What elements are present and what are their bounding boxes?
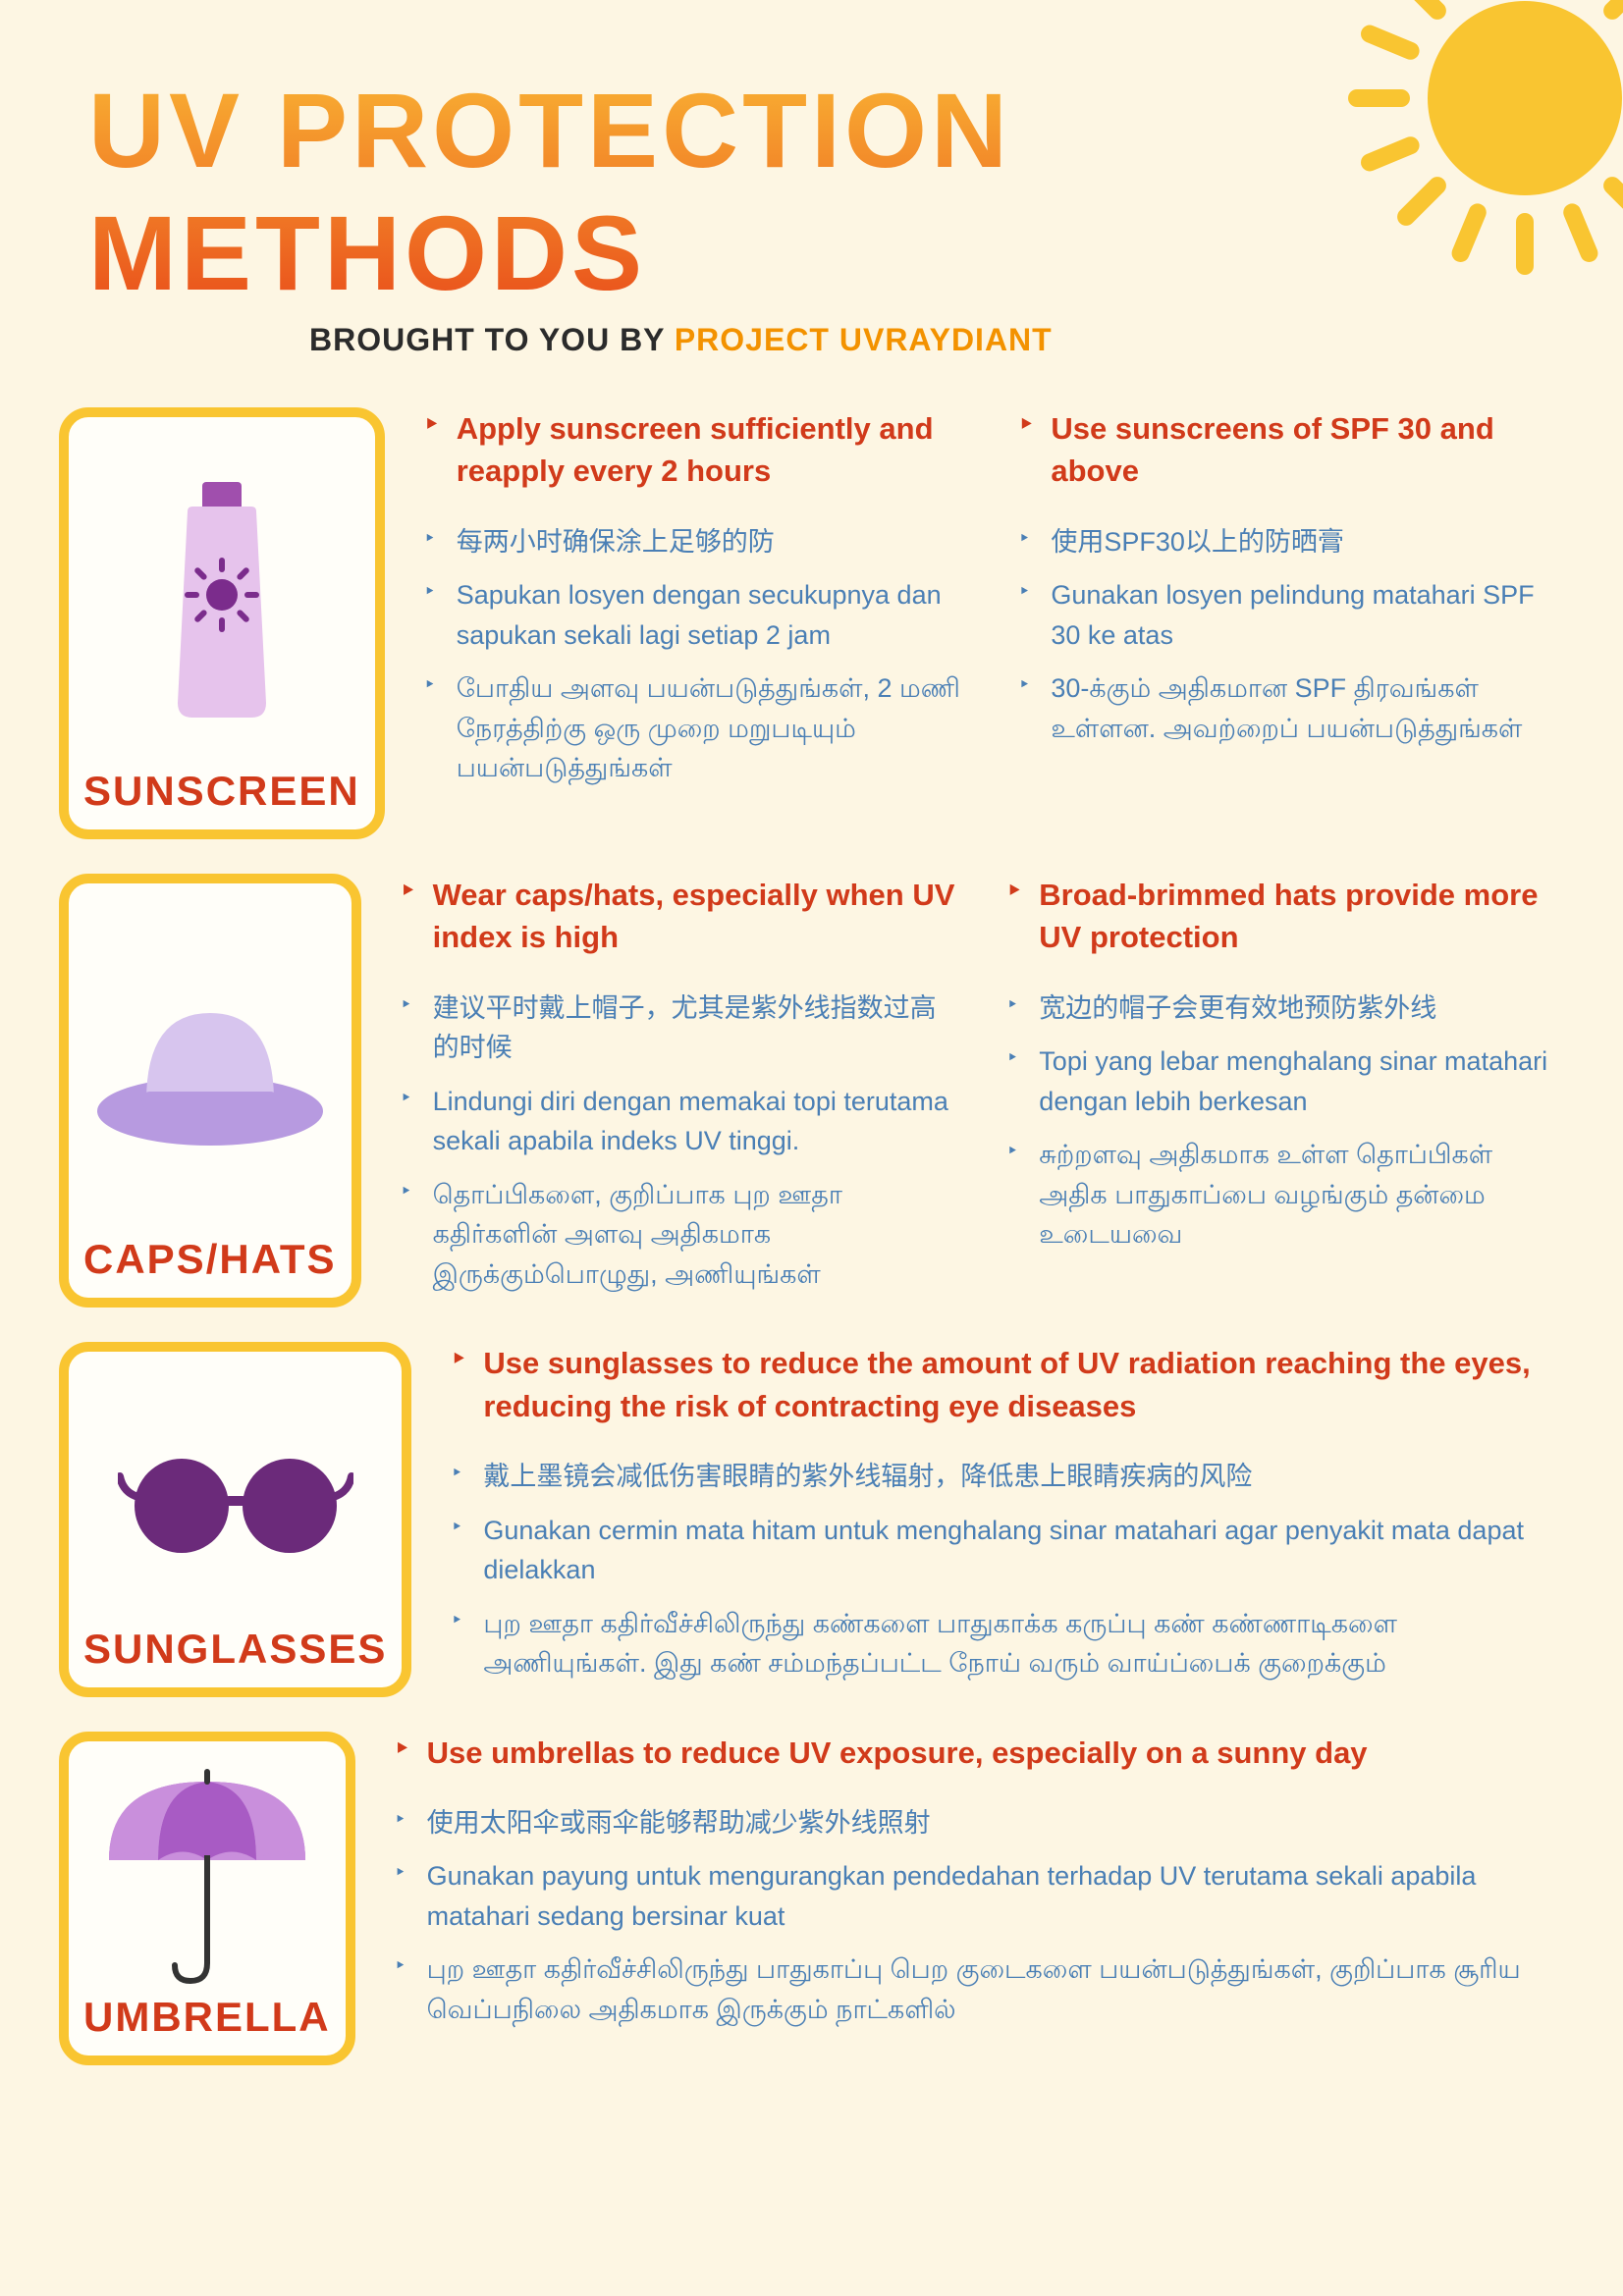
col-right: ‣Use sunscreens of SPF 30 and above ‣使用S… [1018,407,1564,802]
content-umbrella: ‣Use umbrellas to reduce UV exposure, es… [395,1732,1564,2065]
sub-point: ‣建议平时戴上帽子，尤其是紫外线指数过高的时候 [401,988,958,1068]
main-point: ‣Use sunglasses to reduce the amount of … [451,1342,1564,1427]
hat-icon [83,908,337,1236]
main-point: ‣Wear caps/hats, especially when UV inde… [401,874,958,959]
section-caps: CAPS/HATS ‣Wear caps/hats, especially wh… [59,874,1564,1308]
sun-decoration [1348,0,1623,275]
content-caps: ‣Wear caps/hats, especially when UV inde… [401,874,1564,1308]
section-sunscreen: SUNSCREEN ‣Apply sunscreen sufficiently … [59,407,1564,839]
sub-point: ‣தொப்பிகளை, குறிப்பாக புற ஊதா கதிர்களின்… [401,1175,958,1295]
main-point: ‣Use umbrellas to reduce UV exposure, es… [395,1732,1564,1774]
section-sunglasses: SUNGLASSES ‣Use sunglasses to reduce the… [59,1342,1564,1696]
sunscreen-icon [83,442,360,768]
sub-point: ‣每两小时确保涂上足够的防 [424,522,970,562]
sub-point: ‣Gunakan cermin mata hitam untuk menghal… [451,1511,1564,1590]
sub-point: ‣使用SPF30以上的防晒膏 [1018,522,1564,562]
sub-point: ‣புற ஊதா கதிர்வீச்சிலிருந்து பாதுகாப்பு … [395,1949,1564,2029]
col-right: ‣Broad-brimmed hats provide more UV prot… [1006,874,1564,1308]
icon-box-sunglasses: SUNGLASSES [59,1342,411,1696]
sub-point: ‣30-க்கும் அதிகமான SPF திரவங்கள் உள்ளன. … [1018,668,1564,748]
main-point: ‣Use sunscreens of SPF 30 and above [1018,407,1564,493]
icon-label: SUNSCREEN [83,768,360,815]
icon-box-umbrella: UMBRELLA [59,1732,355,2065]
umbrella-icon [83,1766,331,1994]
icon-label: UMBRELLA [83,1994,331,2041]
sub-point: ‣சுற்றளவு அதிகமாக உள்ள தொப்பிகள் அதிக பா… [1006,1135,1564,1255]
icon-box-caps: CAPS/HATS [59,874,361,1308]
sections-container: SUNSCREEN ‣Apply sunscreen sufficiently … [0,388,1623,2065]
content-sunscreen: ‣Apply sunscreen sufficiently and reappl… [424,407,1564,839]
sub-point: ‣புற ஊதா கதிர்வீச்சிலிருந்து கண்களை பாது… [451,1604,1564,1683]
main-point: ‣Apply sunscreen sufficiently and reappl… [424,407,970,493]
subtitle-prefix: BROUGHT TO YOU BY [309,322,675,357]
sub-point: ‣Topi yang lebar menghalang sinar mataha… [1006,1041,1564,1121]
col-left: ‣Apply sunscreen sufficiently and reappl… [424,407,970,802]
sub-point: ‣使用太阳伞或雨伞能够帮助减少紫外线照射 [395,1803,1564,1843]
subtitle-brand: PROJECT UVRAYDIANT [675,322,1053,357]
sub-point: ‣宽边的帽子会更有效地预防紫外线 [1006,988,1564,1029]
page-title: UV PROTECTION METHODS [88,69,1535,314]
icon-box-sunscreen: SUNSCREEN [59,407,385,839]
icon-label: SUNGLASSES [83,1626,387,1673]
subtitle: BROUGHT TO YOU BY PROJECT UVRAYDIANT [309,322,1535,358]
sub-point: ‣போதிய அளவு பயன்படுத்துங்கள், 2 மணி நேரத… [424,668,970,788]
sunglasses-icon [83,1376,387,1625]
section-umbrella: UMBRELLA ‣Use umbrellas to reduce UV exp… [59,1732,1564,2065]
sub-point: ‣Sapukan losyen dengan secukupnya dan sa… [424,575,970,655]
col-left: ‣Wear caps/hats, especially when UV inde… [401,874,958,1308]
icon-label: CAPS/HATS [83,1236,337,1283]
sub-point: ‣Gunakan losyen pelindung matahari SPF 3… [1018,575,1564,655]
sub-point: ‣Lindungi diri dengan memakai topi terut… [401,1082,958,1161]
main-point: ‣Broad-brimmed hats provide more UV prot… [1006,874,1564,959]
content-sunglasses: ‣Use sunglasses to reduce the amount of … [451,1342,1564,1696]
sub-point: ‣Gunakan payung untuk mengurangkan pende… [395,1856,1564,1936]
sub-point: ‣戴上墨镜会减低伤害眼睛的紫外线辐射，降低患上眼睛疾病的风险 [451,1457,1564,1497]
